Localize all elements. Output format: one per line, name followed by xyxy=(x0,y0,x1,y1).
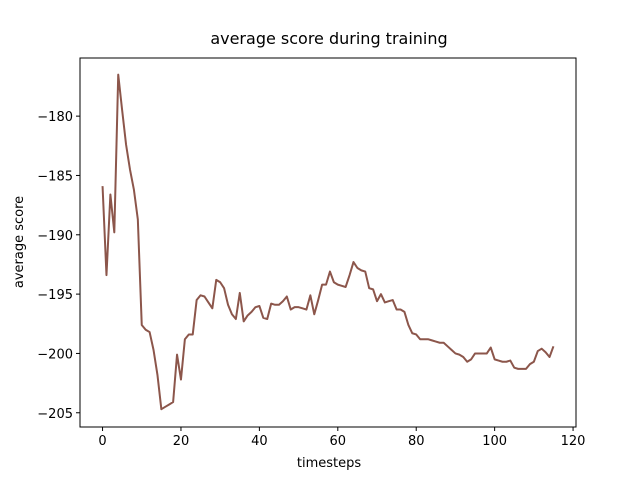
x-tick-label: 0 xyxy=(98,434,106,449)
y-tick-label: −200 xyxy=(37,347,73,362)
x-tick-label: 20 xyxy=(173,434,190,449)
y-tick-label: −185 xyxy=(37,169,73,184)
y-tick-label: −205 xyxy=(37,407,73,422)
x-tick-label: 100 xyxy=(482,434,507,449)
y-tick-label: −180 xyxy=(37,110,73,125)
x-tick-label: 120 xyxy=(561,434,586,449)
line-series xyxy=(101,73,555,411)
plot-frame xyxy=(79,57,577,428)
x-tick-label: 80 xyxy=(408,434,425,449)
x-tick-label: 40 xyxy=(251,434,268,449)
x-tick-label: 60 xyxy=(330,434,347,449)
y-tick-label: −195 xyxy=(37,288,73,303)
x-axis-label: timesteps xyxy=(297,456,361,471)
chart-title: average score during training xyxy=(210,29,447,48)
y-axis-label: average score xyxy=(12,196,27,288)
y-tick-label: −190 xyxy=(37,229,73,244)
